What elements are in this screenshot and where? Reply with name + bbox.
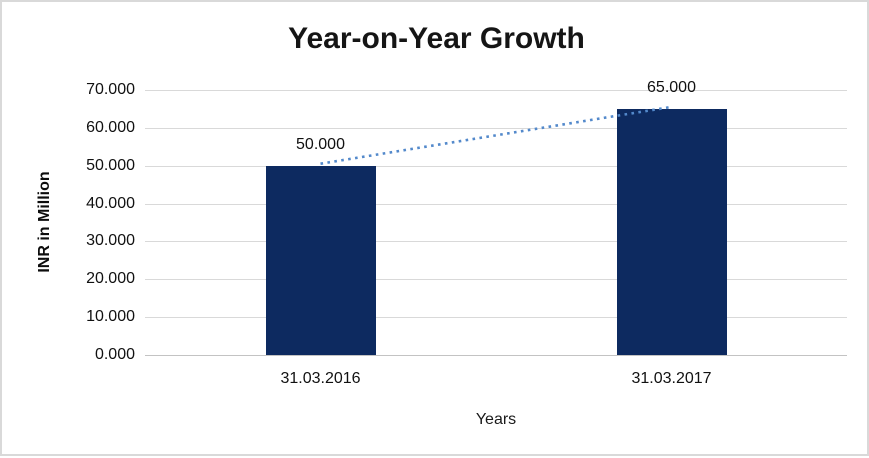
gridline bbox=[145, 165, 847, 167]
data-label: 50.000 bbox=[296, 135, 345, 153]
gridline bbox=[145, 317, 847, 319]
chart-title: Year-on-Year Growth bbox=[288, 22, 585, 55]
y-tick-label: 30.000 bbox=[86, 232, 135, 250]
x-axis-title: Years bbox=[475, 411, 517, 428]
bar-31.03.2017[interactable] bbox=[616, 108, 727, 355]
y-axis-title: INR in Million bbox=[36, 171, 53, 273]
y-tick-label: 20.000 bbox=[86, 270, 135, 288]
x-axis-line bbox=[145, 355, 847, 356]
gridline bbox=[145, 127, 847, 129]
gridline bbox=[145, 203, 847, 205]
gridline bbox=[145, 279, 847, 281]
x-category-label: 31.03.2016 bbox=[280, 370, 361, 387]
bar-31.03.2016[interactable] bbox=[265, 165, 376, 355]
y-tick-label: 40.000 bbox=[86, 194, 135, 212]
gridline bbox=[145, 241, 847, 243]
y-tick-label: 50.000 bbox=[86, 156, 135, 174]
y-tick-label: 0.000 bbox=[94, 346, 135, 363]
y-tick-label: 70.000 bbox=[86, 81, 135, 98]
plot-area bbox=[145, 90, 847, 356]
y-tick-label: 60.000 bbox=[86, 118, 135, 136]
y-tick-label: 10.000 bbox=[86, 308, 135, 326]
gridline bbox=[145, 90, 847, 91]
data-label: 65.000 bbox=[647, 78, 696, 96]
x-category-label: 31.03.2017 bbox=[631, 370, 712, 387]
